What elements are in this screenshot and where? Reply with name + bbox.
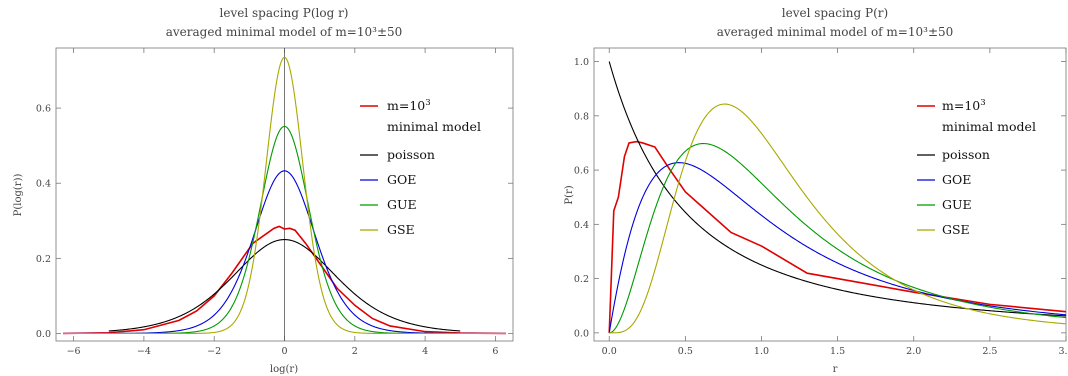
x-tick-label: 6: [492, 346, 498, 357]
series-line-poisson: [608, 61, 1067, 317]
legend-label-gse: GSE: [942, 222, 970, 237]
legend-label-gue: GUE: [942, 197, 972, 212]
plot-frame: [593, 47, 1067, 342]
y-tick-label: 0.6: [574, 166, 589, 177]
series-line-m: [608, 140, 1067, 333]
series-line-gue: [609, 143, 1067, 334]
subtitle-text: averaged minimal model of m=10³±50: [717, 25, 954, 39]
y-tick-label: 0.2: [36, 254, 51, 265]
x-tick-label: −6: [67, 346, 81, 357]
x-tick-label: −4: [137, 346, 151, 357]
series-line-goe: [608, 162, 1067, 333]
legend-label-m: m=103: [387, 98, 431, 113]
x-tick-label: 1.0: [754, 346, 769, 357]
legend-label-goe: GOE: [387, 172, 416, 187]
legend-label-m-line2: minimal model: [942, 119, 1036, 134]
y-tick-label: 0.0: [574, 328, 589, 339]
axis-group: −6 −4 −2 0 2 4 6 0.0 0.2 0.4 0.6: [36, 48, 513, 357]
y-tick-label: 0.8: [574, 111, 589, 122]
x-tick-label: 2.5: [982, 346, 997, 357]
series-line-gse: [609, 103, 1067, 334]
y-tick-label: 0.0: [36, 329, 51, 340]
y-axis-title: P(r): [564, 185, 575, 204]
x-tick-label: 1.5: [830, 346, 845, 357]
chart-subtitle: averaged minimal model of m=10³±50: [717, 25, 954, 39]
legend-label-gue: GUE: [387, 197, 417, 212]
chart-subtitle: averaged minimal model of m=10³±50: [166, 25, 403, 39]
series-group: [63, 56, 506, 335]
axis-group: 0.0 0.5 1.0 1.5 2.0 2.5 3.0 0.0 0.2 0.4 0.6 0.8 1.0: [574, 48, 1068, 357]
subtitle-text: averaged minimal model of m=10³±50: [166, 25, 403, 39]
x-tick-label: −2: [207, 346, 221, 357]
legend-label-m-line2: minimal model: [387, 119, 481, 134]
x-tick-label: 2.0: [906, 346, 921, 357]
y-tick-label: 0.4: [574, 220, 589, 231]
x-axis-title: log(r): [270, 364, 298, 375]
legend-label-m: m=103: [942, 98, 986, 113]
chart-r: level spacing P(r) averaged minimal mode…: [564, 6, 1068, 375]
legend: m=103 minimal model poisson GOE GUE GSE: [917, 98, 1036, 237]
x-tick-label: 0: [281, 346, 287, 357]
legend-label-gse: GSE: [387, 222, 415, 237]
series-line-poisson: [108, 239, 461, 332]
y-tick-label: 1.0: [574, 57, 589, 68]
legend-label-poisson: poisson: [387, 147, 435, 162]
x-tick-label: 2: [352, 346, 358, 357]
legend: m=103 minimal model poisson GOE GUE GSE: [360, 98, 481, 237]
x-tick-label: 0.5: [678, 346, 693, 357]
chart-title: level spacing P(r): [782, 6, 888, 20]
y-tick-label: 0.6: [36, 104, 51, 115]
x-tick-label: 4: [422, 346, 428, 357]
x-tick-label: 3.0: [1058, 346, 1068, 357]
x-axis-title: r: [833, 364, 838, 375]
chart-log-r: level spacing P(log r) averaged minimal …: [13, 6, 514, 375]
legend-label-goe: GOE: [942, 172, 971, 187]
x-tick-label: 0.0: [602, 346, 617, 357]
series-line-m: [63, 225, 506, 335]
y-tick-label: 0.2: [574, 274, 589, 285]
series-group: [608, 61, 1067, 334]
y-axis-title: P(log(r)): [13, 174, 24, 217]
legend-label-poisson: poisson: [942, 147, 990, 162]
y-tick-label: 0.4: [36, 179, 51, 190]
series-line-gse: [63, 56, 506, 335]
chart-title: level spacing P(log r): [220, 6, 349, 20]
